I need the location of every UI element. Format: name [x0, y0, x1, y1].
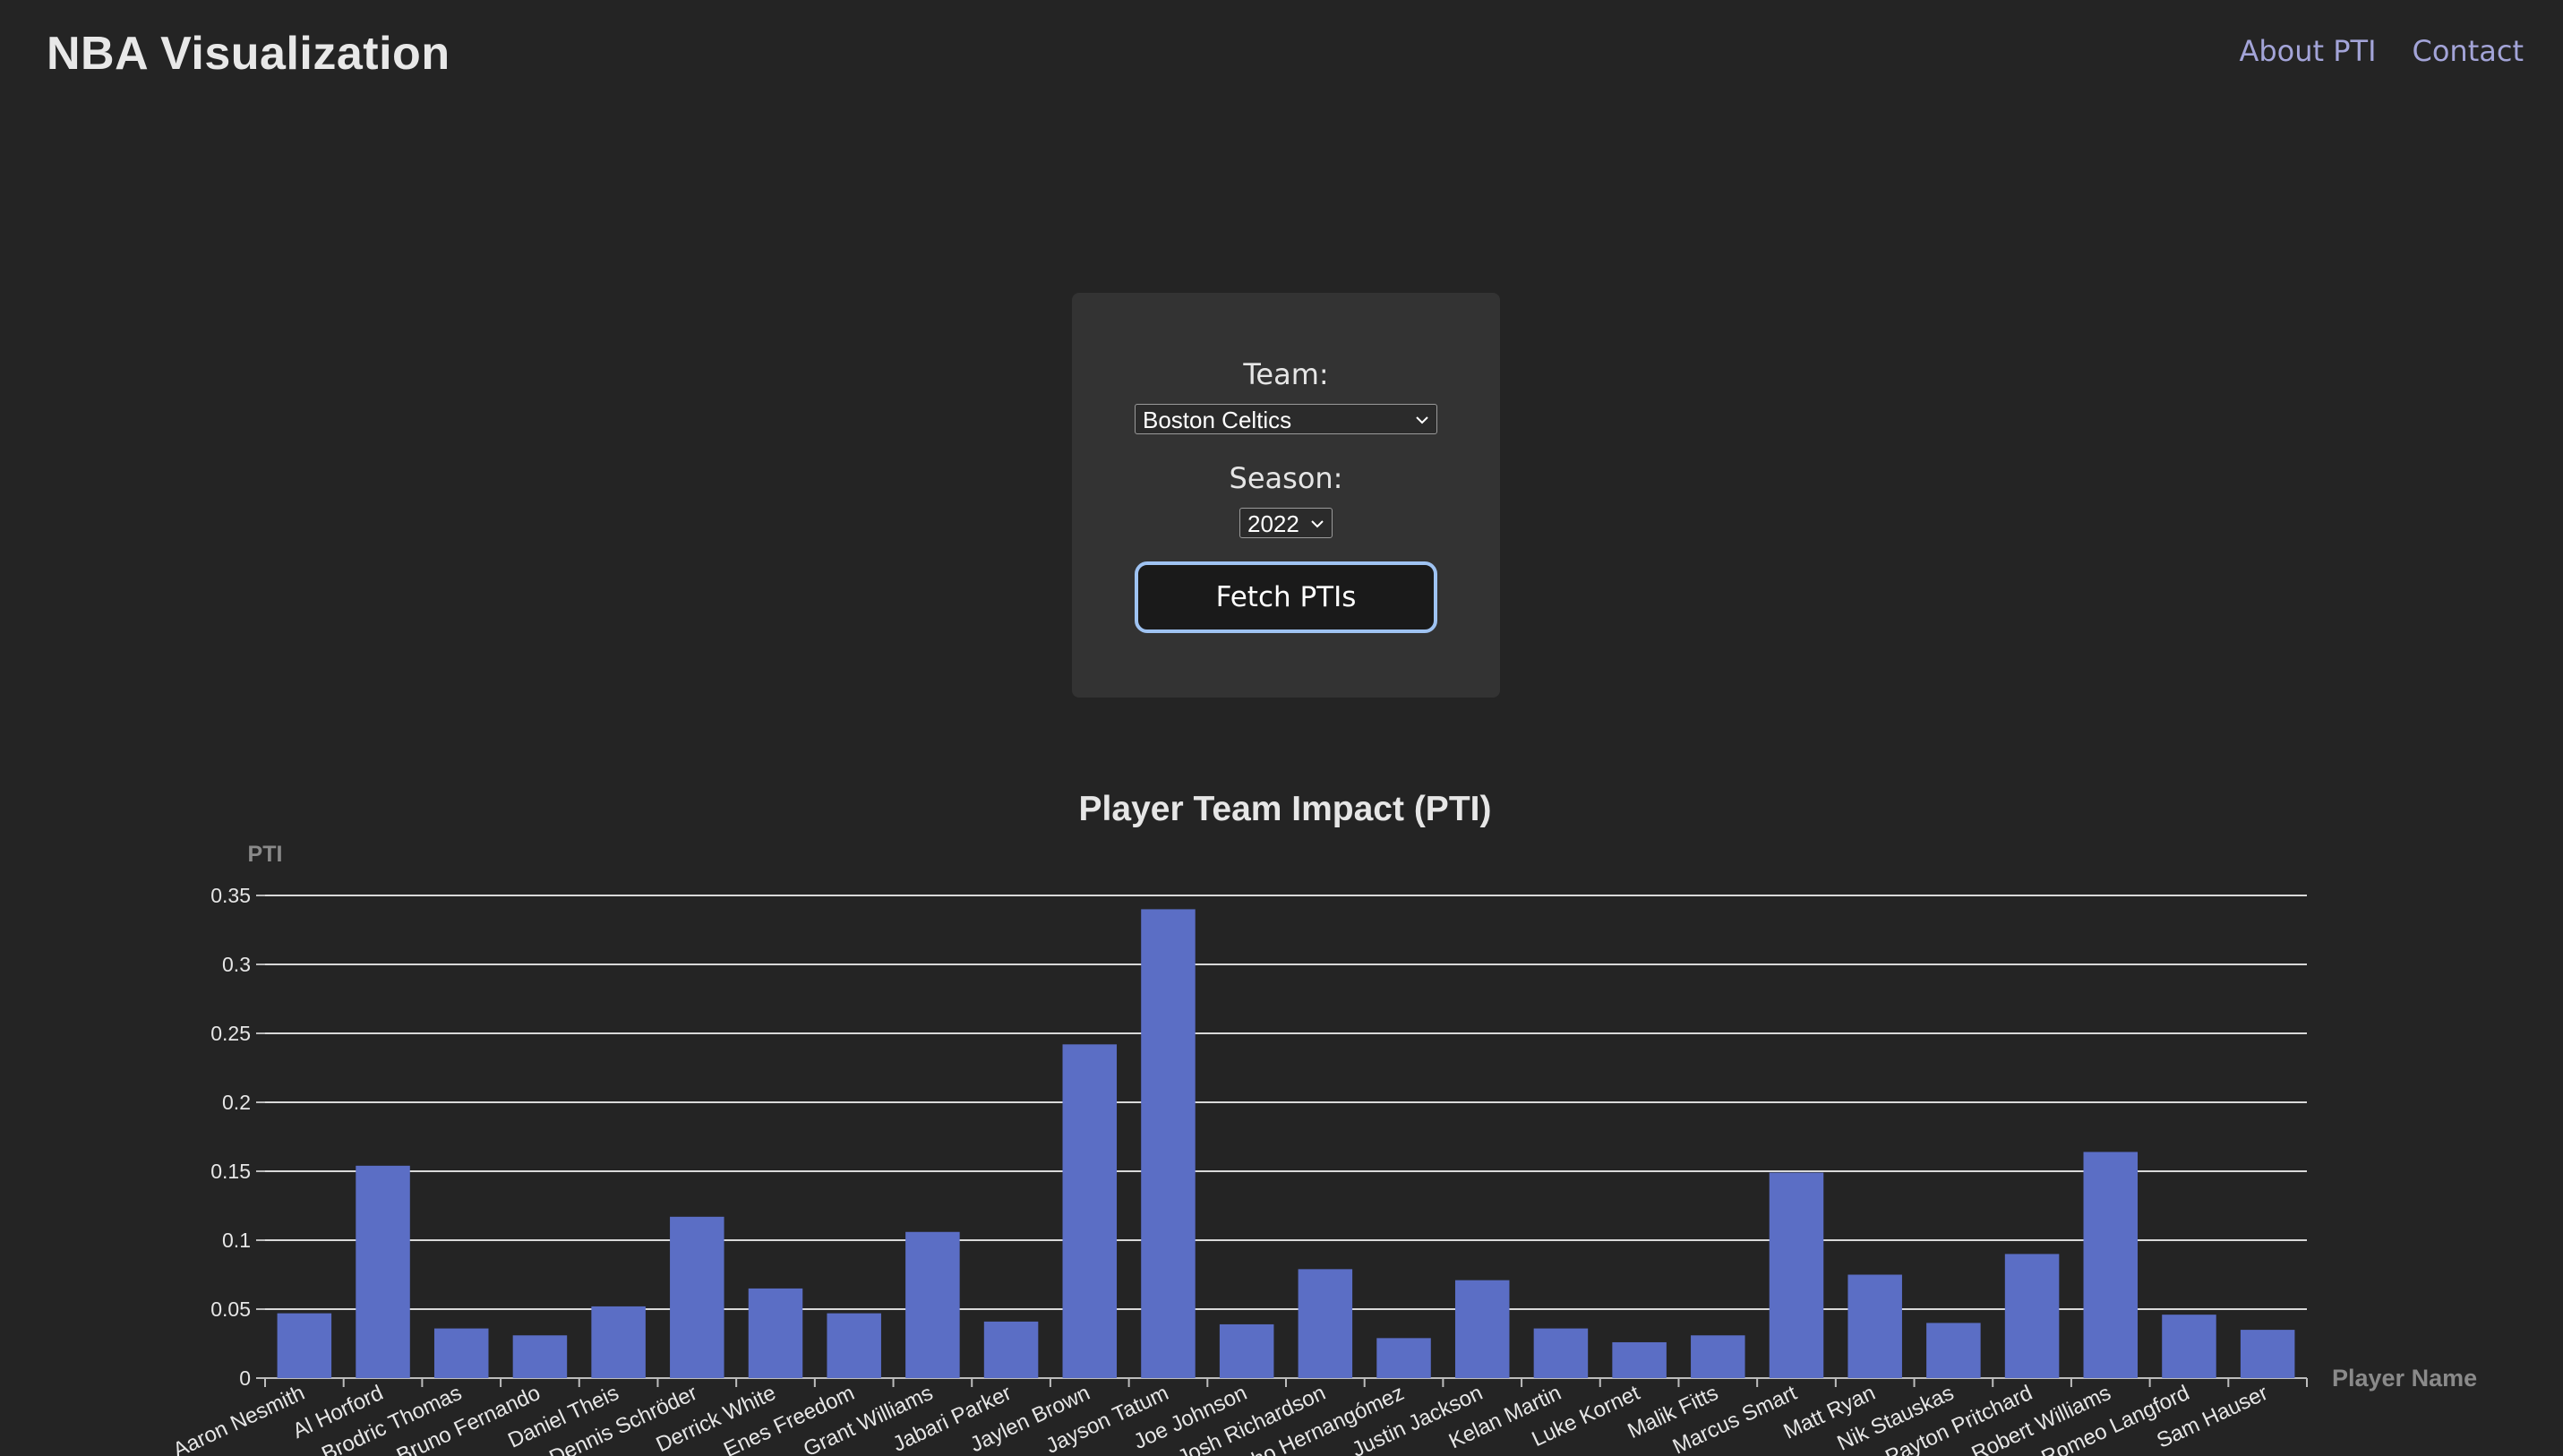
bar [2083, 1152, 2139, 1378]
fetch-ptis-button[interactable]: Fetch PTIs [1135, 561, 1437, 633]
bar [2240, 1330, 2295, 1378]
season-select-value: 2022 [1247, 510, 1299, 537]
bar [983, 1321, 1039, 1378]
query-panel: Team: Boston Celtics Season: 2022 Fetch … [1072, 293, 1500, 698]
bar [1062, 1044, 1118, 1378]
bar [1219, 1323, 1274, 1378]
y-tick-label: 0.1 [222, 1229, 251, 1252]
bar [1141, 909, 1196, 1378]
bar [356, 1165, 410, 1378]
bar [1691, 1335, 1745, 1378]
bar [905, 1231, 960, 1378]
pti-bar-chart: 0 0.05 0.1 0.15 0.2 0.25 0.3 0.35 PTI Player Name… [169, 842, 2477, 1456]
chevron-down-icon [1311, 520, 1324, 528]
nav-about-pti-link[interactable]: About PTI [2239, 34, 2377, 68]
bar [591, 1306, 646, 1378]
bar [670, 1216, 724, 1378]
y-tick-label: 0.3 [222, 953, 251, 976]
y-axis-label: PTI [248, 842, 283, 867]
bar [512, 1335, 568, 1378]
y-tick-label: 0 [239, 1366, 251, 1390]
season-select[interactable]: 2022 [1239, 508, 1333, 538]
bar [2004, 1254, 2060, 1378]
team-select[interactable]: Boston Celtics [1135, 404, 1437, 434]
header: NBA Visualization About PTI Contact [0, 0, 2563, 116]
bar [277, 1313, 332, 1378]
bar [2162, 1315, 2216, 1378]
nav-contact-link[interactable]: Contact [2412, 34, 2524, 68]
y-tick-label: 0.05 [210, 1298, 251, 1321]
x-axis-label: Player Name [2332, 1365, 2477, 1392]
y-tick-label: 0.2 [222, 1091, 251, 1114]
y-tick-label: 0.35 [210, 884, 251, 907]
bar [748, 1288, 803, 1378]
bar [1533, 1328, 1589, 1378]
bar [1926, 1323, 1981, 1378]
bar [1454, 1280, 1510, 1378]
x-tick-label: Aaron Nesmith [169, 1381, 308, 1456]
bar [433, 1328, 489, 1378]
app-title: NBA Visualization [47, 28, 450, 80]
y-tick-label: 0.25 [210, 1022, 251, 1045]
y-tick-label: 0.15 [210, 1160, 251, 1183]
nav-bar: About PTI Contact [2239, 34, 2524, 68]
bar [1847, 1274, 1902, 1378]
bar [1612, 1341, 1667, 1378]
team-label: Team: [1243, 357, 1329, 391]
bar [1376, 1338, 1431, 1378]
bar [1298, 1269, 1353, 1378]
bar [827, 1313, 881, 1378]
season-label: Season: [1229, 461, 1343, 495]
chevron-down-icon [1416, 416, 1428, 424]
chart-title: Player Team Impact (PTI) [1078, 790, 1492, 828]
bar [1769, 1172, 1824, 1378]
team-select-value: Boston Celtics [1143, 407, 1292, 433]
